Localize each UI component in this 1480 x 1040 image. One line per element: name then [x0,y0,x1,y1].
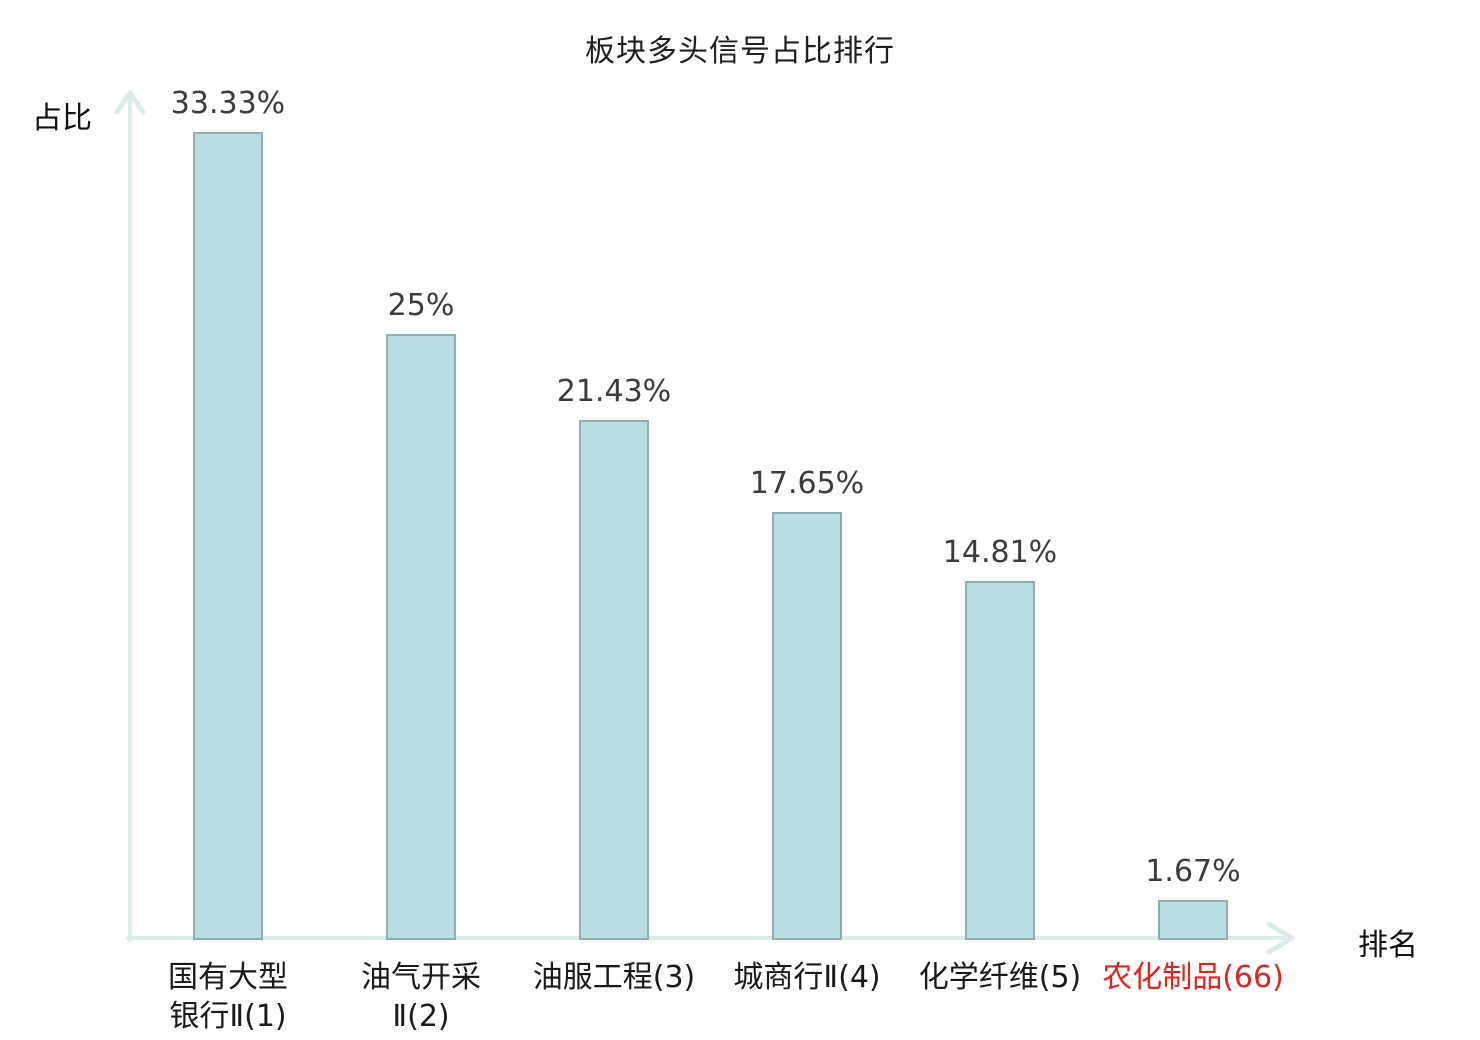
bar-category-label: 农化制品(66) [1102,960,1284,995]
bar-value-label: 33.33% [170,86,286,121]
bar [772,512,842,940]
bar-category-label: 化学纤维(5) [918,960,1082,995]
y-axis-label: 占比 [32,101,92,136]
x-axis-label: 排名 [1358,928,1418,963]
bar-value-label: 21.43% [556,374,672,409]
bar-category-label: 国有大型 银行Ⅱ(1) [168,960,288,1034]
bar [965,581,1035,940]
bar-value-label: 14.81% [942,535,1058,570]
bar [579,420,649,940]
x-axis-arrow-icon [1266,921,1295,955]
bar-category-label: 油气开采 Ⅱ(2) [361,960,481,1034]
bar [1158,900,1228,940]
chart-title: 板块多头信号占比排行 [585,34,895,69]
bar-category-label: 城商行Ⅱ(4) [733,960,881,995]
bar [386,334,456,940]
bar-value-label: 1.67% [1145,854,1241,889]
bar-category-label: 油服工程(3) [532,960,696,995]
bar-value-label: 25% [387,288,455,323]
bar [193,132,263,940]
bar-value-label: 17.65% [749,466,865,501]
